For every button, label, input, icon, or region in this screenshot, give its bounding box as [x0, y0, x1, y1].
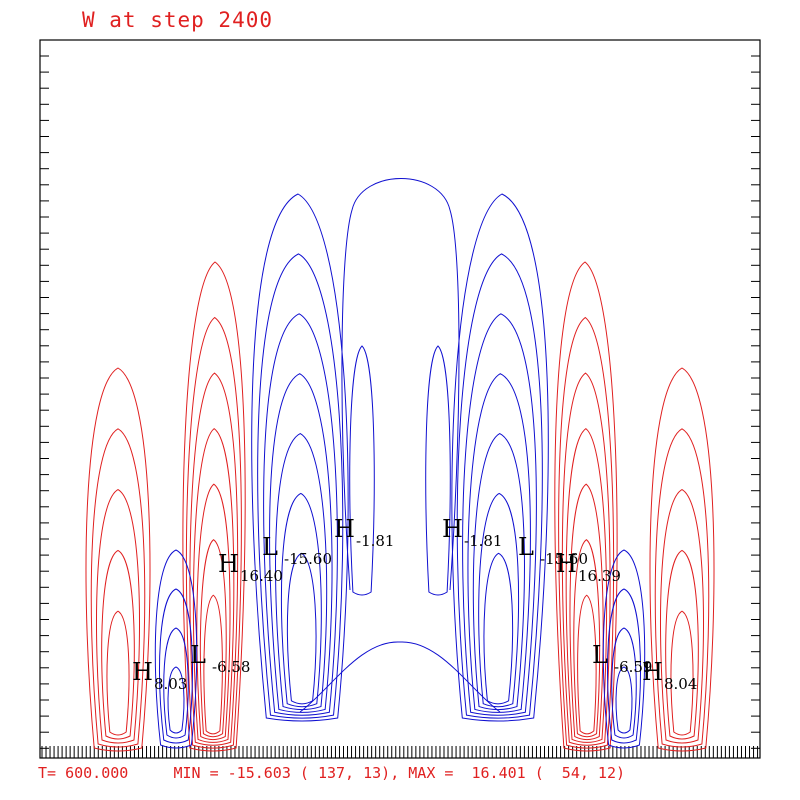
extremum-letter: H: [556, 550, 577, 578]
negative-contour: [286, 552, 317, 705]
negative-contour: [299, 641, 501, 713]
extremum-letter: L: [190, 641, 206, 669]
negative-contour: [257, 253, 344, 719]
negative-contour: [280, 492, 322, 708]
negative-contour: [602, 549, 646, 749]
plot-footer: T= 600.000 MIN = -15.603 ( 137, 13), MAX…: [38, 764, 625, 782]
extremum-letter: L: [592, 641, 608, 669]
positive-contour: [85, 367, 151, 752]
negative-contour: [607, 588, 641, 744]
positive-contour: [569, 483, 604, 741]
extremum-value: 8.03: [154, 675, 187, 693]
positive-contour: [649, 367, 715, 752]
negative-contour: [167, 666, 185, 734]
positive-contour: [573, 539, 601, 738]
positive-contour: [558, 316, 615, 749]
negative-contour: [159, 588, 193, 744]
negative-contour: [154, 549, 198, 749]
positive-contour: [203, 594, 223, 735]
positive-contour: [90, 428, 146, 748]
extremum-value: 16.39: [578, 567, 621, 585]
negative-contour: [462, 313, 537, 716]
positive-contour: [565, 428, 608, 743]
negative-contour: [483, 552, 514, 705]
extrema-labels: H 8.03L -6.58H 16.40L -15.60H -1.81 H -1.81 L -15…: [132, 515, 697, 693]
extremum-letter: H: [334, 515, 355, 543]
axis-ticks: [40, 55, 760, 758]
negative-contour: [456, 253, 543, 719]
negative-contour: [163, 627, 189, 739]
negative-contour: [425, 345, 451, 596]
negative-contour: [472, 432, 525, 711]
positive-contour: [196, 483, 231, 741]
negative-contour: [611, 627, 637, 739]
extremum-value: 8.04: [664, 675, 697, 693]
negative-contour: [451, 193, 549, 722]
extremum-value: 16.40: [240, 567, 283, 585]
positive-contour: [106, 610, 130, 736]
extremum-letter: H: [218, 550, 239, 578]
negative-contour: [275, 432, 328, 711]
positive-contour: [659, 489, 705, 744]
extremum-letter: H: [442, 515, 463, 543]
extremum-value: -6.58: [212, 658, 250, 676]
min-max-readout: MIN = -15.603 ( 137, 13), MAX = 16.401 (…: [173, 764, 626, 782]
time-readout: T= 600.000: [38, 764, 129, 782]
positive-contour: [665, 549, 699, 740]
extremum-value: -15.60: [284, 550, 332, 568]
extremum-letter: L: [262, 533, 278, 561]
negative-contour: [467, 373, 531, 713]
positive-contour: [192, 428, 235, 743]
extremum-value: -6.59: [614, 658, 652, 676]
negative-contour: [615, 666, 633, 734]
extremum-letter: H: [642, 658, 663, 686]
negative-contour: [251, 193, 349, 722]
positive-contour: [670, 610, 694, 736]
negative-contour: [269, 373, 333, 713]
extremum-value: -1.81: [356, 532, 394, 550]
positive-contour: [95, 489, 141, 744]
positive-contour: [185, 316, 242, 749]
positive-contour: [182, 261, 246, 752]
negative-contour: [263, 313, 338, 716]
positive-contour: [577, 594, 597, 735]
extremum-value: -15.60: [540, 550, 588, 568]
positive-contour: [199, 539, 227, 738]
extremum-value: -1.81: [464, 532, 502, 550]
extremum-letter: L: [518, 533, 534, 561]
positive-contour: [561, 372, 611, 746]
positive-contour: [101, 549, 135, 740]
contour-lines: [85, 178, 715, 752]
positive-contour: [189, 372, 239, 746]
negative-contour: [341, 178, 460, 591]
plot-title: W at step 2400: [82, 8, 274, 32]
positive-contour: [654, 428, 710, 748]
extremum-letter: H: [132, 658, 153, 686]
negative-contour: [478, 492, 520, 708]
positive-contour: [554, 261, 618, 752]
negative-contour: [349, 345, 375, 596]
